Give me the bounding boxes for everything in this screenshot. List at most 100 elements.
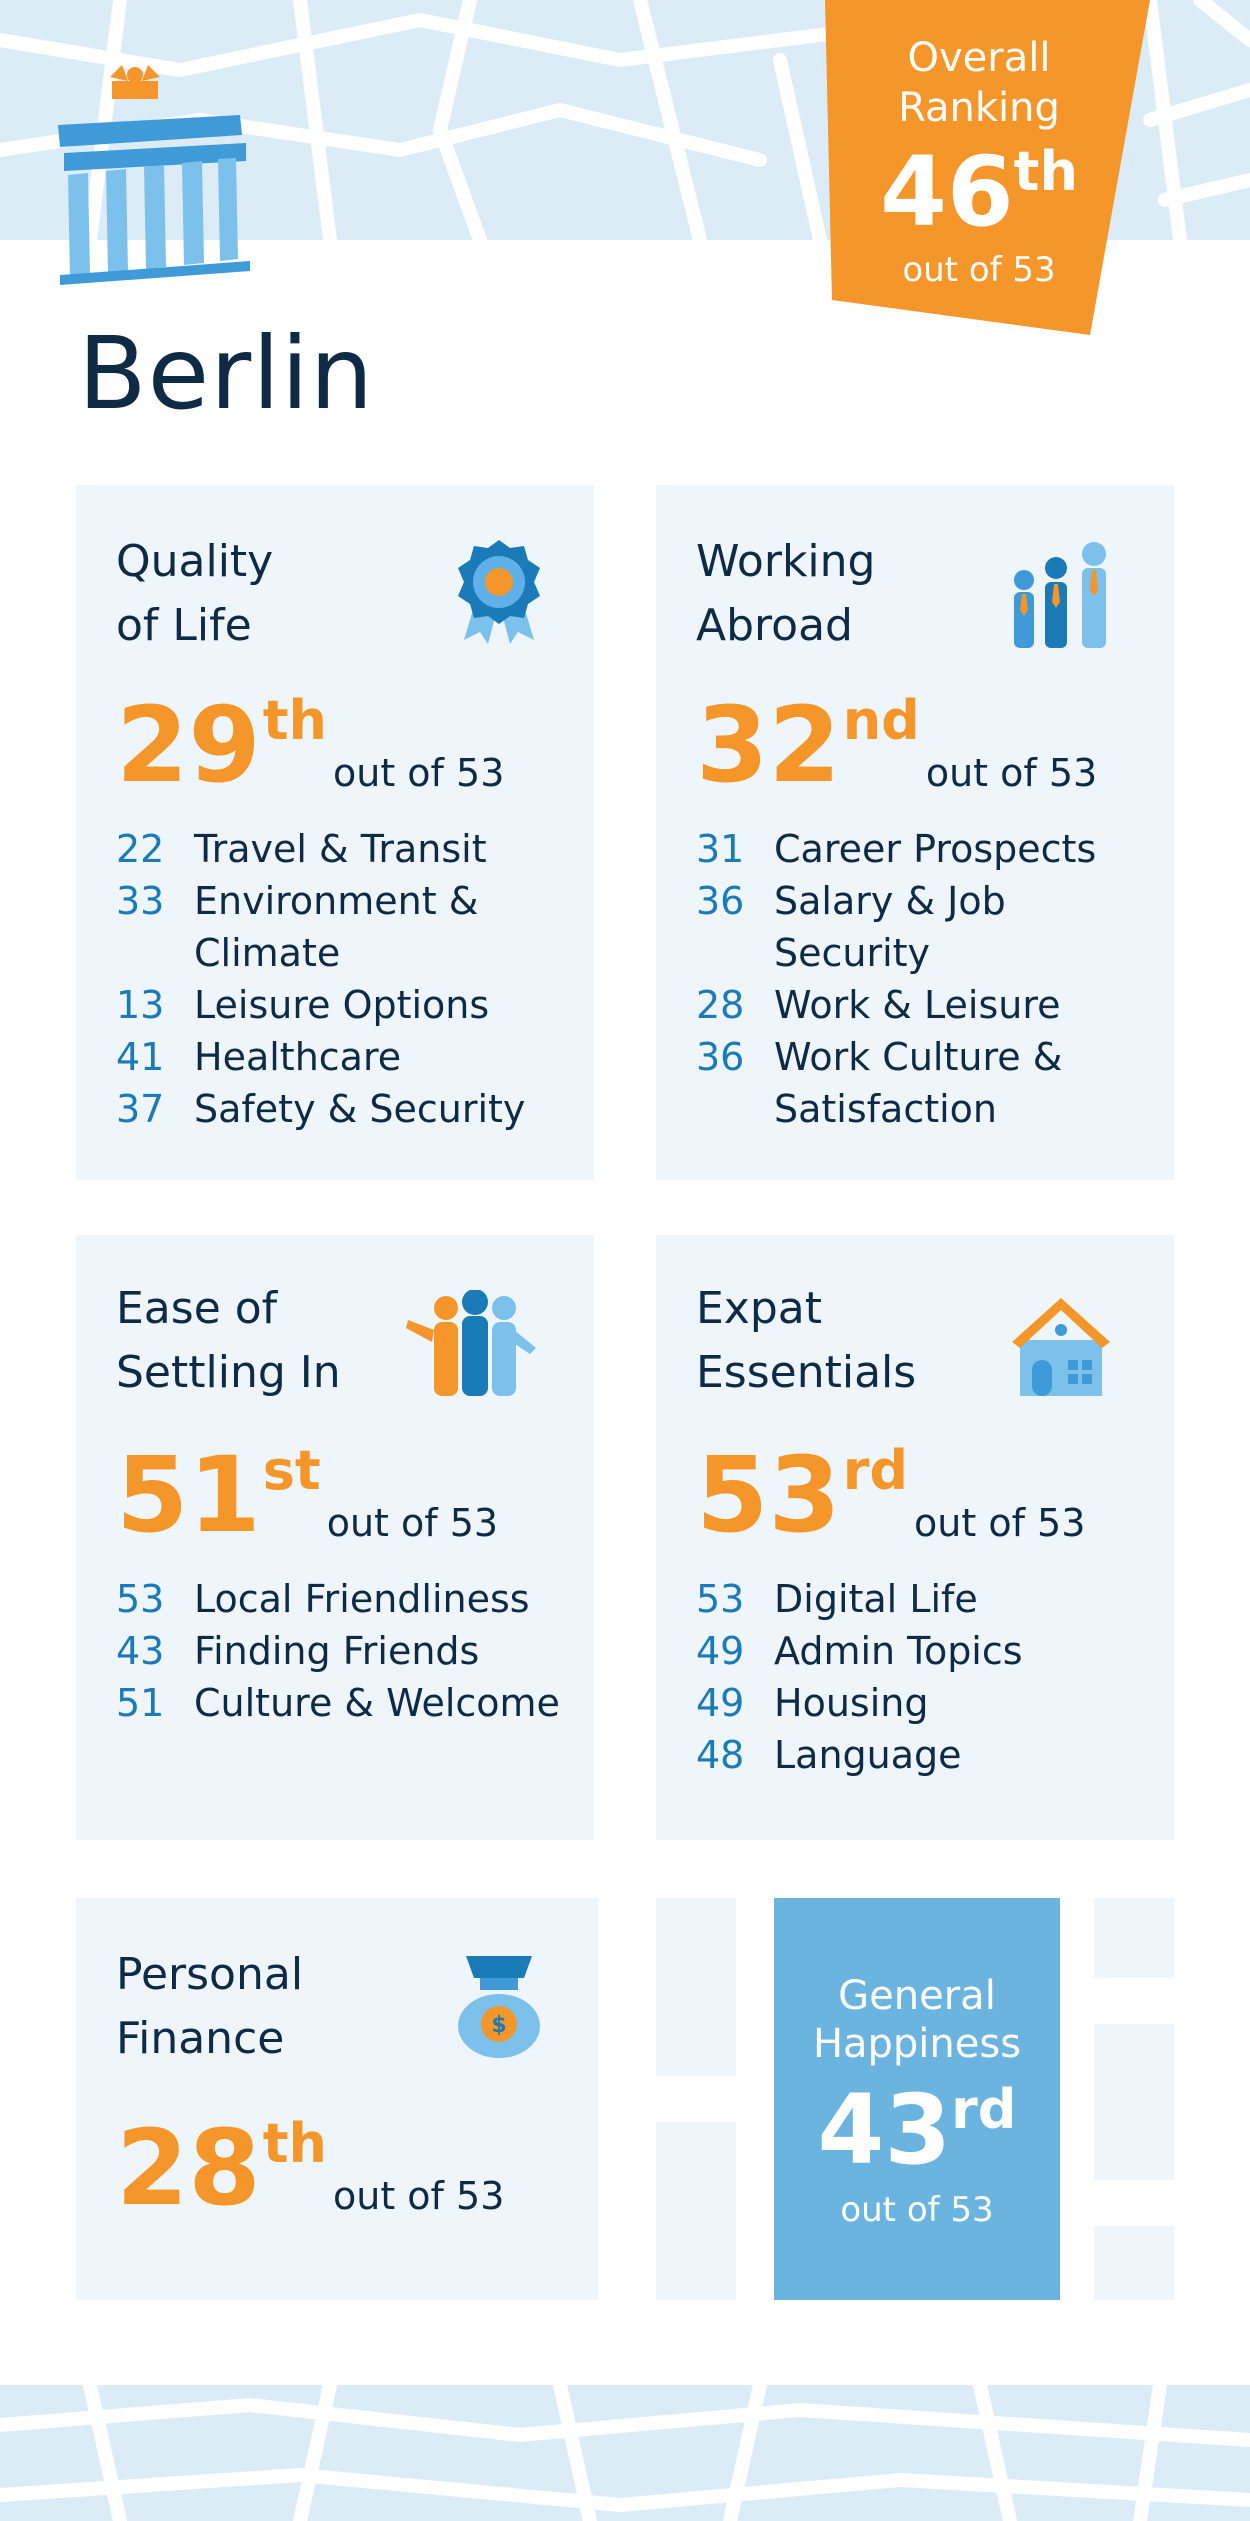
subcategory-list: 22 Travel & Transit 33 Environment & Clima… bbox=[116, 823, 576, 1135]
happiness-label-line2: Happiness bbox=[812, 2021, 1022, 2067]
business-people-icon bbox=[1006, 540, 1126, 654]
card-title: Working Abroad bbox=[696, 530, 875, 658]
map-block bbox=[1094, 2226, 1174, 2300]
item-label: Admin Topics bbox=[774, 1629, 1023, 1673]
rank-number: 29 bbox=[116, 684, 261, 806]
happiness-rank: 43rd bbox=[774, 2080, 1060, 2181]
item-label: Salary & Job Security bbox=[774, 879, 1006, 975]
item-label: Finding Friends bbox=[194, 1629, 480, 1673]
rank-out-of: out of 53 bbox=[333, 751, 505, 795]
card-title-line1: Personal bbox=[116, 1949, 304, 2000]
overall-out-of: out of 53 bbox=[902, 250, 1056, 290]
list-item: 36 Work Culture & Satisfaction bbox=[696, 1031, 1156, 1135]
item-label: Digital Life bbox=[774, 1577, 978, 1621]
card-title-line2: of Life bbox=[116, 600, 252, 651]
map-block bbox=[656, 1898, 736, 2076]
card-expat-essentials: Expat Essentials 53 rd out of 53 53 Digit… bbox=[656, 1235, 1174, 1840]
rank-out-of: out of 53 bbox=[326, 1501, 499, 1545]
card-title-line1: Quality bbox=[116, 536, 274, 587]
rank-number: 32 bbox=[696, 684, 841, 806]
list-item: 49 Housing bbox=[696, 1677, 1156, 1729]
street-map-bottom-icon bbox=[0, 2385, 1250, 2521]
item-rank: 43 bbox=[116, 1629, 165, 1673]
subcategory-list: 53 Digital Life 49 Admin Topics 49 Housing … bbox=[696, 1573, 1156, 1781]
rank-row: 29 th out of 53 bbox=[116, 684, 505, 806]
item-label: Work Culture & Satisfaction bbox=[774, 1035, 1063, 1131]
card-title-line2: Essentials bbox=[696, 1347, 917, 1398]
overall-label-line1: Overall bbox=[907, 35, 1051, 81]
card-personal-finance: Personal Finance $ 28 th out of 53 bbox=[76, 1898, 598, 2300]
happiness-label-line1: General bbox=[838, 1973, 996, 2019]
list-item: 48 Language bbox=[696, 1729, 1156, 1781]
brandenburg-gate-icon bbox=[50, 65, 260, 285]
list-item: 43 Finding Friends bbox=[116, 1625, 586, 1677]
item-rank: 33 bbox=[116, 879, 165, 923]
svg-text:$: $ bbox=[491, 2013, 506, 2038]
item-rank: 51 bbox=[116, 1681, 165, 1725]
list-item: 41 Healthcare bbox=[116, 1031, 576, 1083]
subcategory-list: 31 Career Prospects 36 Salary & Job Securi… bbox=[696, 823, 1156, 1135]
rank-suffix: st bbox=[262, 1439, 321, 1502]
item-rank: 41 bbox=[116, 1035, 165, 1079]
rank-row: 53 rd out of 53 bbox=[696, 1434, 1085, 1556]
map-background-bottom bbox=[0, 2385, 1250, 2521]
item-rank: 13 bbox=[116, 983, 165, 1027]
card-title: Expat Essentials bbox=[696, 1277, 916, 1405]
card-title-line2: Settling In bbox=[116, 1347, 341, 1398]
card-title-line1: Working bbox=[696, 536, 876, 587]
card-title: Personal Finance bbox=[116, 1943, 303, 2071]
rank-suffix: nd bbox=[842, 689, 920, 752]
award-ribbon-icon bbox=[454, 540, 544, 649]
list-item: 22 Travel & Transit bbox=[116, 823, 576, 875]
card-title-line1: Expat bbox=[696, 1283, 822, 1334]
rank-out-of: out of 53 bbox=[925, 751, 1098, 795]
item-label: Career Prospects bbox=[774, 827, 1097, 871]
friends-group-icon bbox=[406, 1289, 546, 1404]
general-happiness-panel: General Happiness 43rd out of 53 bbox=[774, 1898, 1060, 2300]
overall-rank-number: 46 bbox=[880, 136, 1014, 248]
rank-out-of: out of 53 bbox=[333, 2174, 505, 2218]
item-rank: 36 bbox=[696, 879, 745, 923]
item-rank: 28 bbox=[696, 983, 745, 1027]
card-title-line2: Abroad bbox=[696, 600, 853, 651]
card-title: Quality of Life bbox=[116, 530, 273, 658]
item-rank: 22 bbox=[116, 827, 165, 871]
rank-suffix: th bbox=[262, 2112, 327, 2175]
item-label: Safety & Security bbox=[194, 1087, 526, 1131]
overall-ranking-badge: Overall Ranking 46th out of 53 bbox=[820, 0, 1150, 340]
list-item: 28 Work & Leisure bbox=[696, 979, 1156, 1031]
rank-row: 51 st out of 53 bbox=[116, 1434, 499, 1556]
item-label: Work & Leisure bbox=[774, 983, 1061, 1027]
map-block bbox=[1094, 2024, 1174, 2180]
item-label: Environment & Climate bbox=[194, 879, 479, 975]
list-item: 31 Career Prospects bbox=[696, 823, 1156, 875]
card-ease-of-settling-in: Ease of Settling In 51 st out of 53 53 Lo… bbox=[76, 1235, 594, 1840]
card-title: Ease of Settling In bbox=[116, 1277, 341, 1405]
item-label: Language bbox=[774, 1733, 962, 1777]
list-item: 53 Digital Life bbox=[696, 1573, 1156, 1625]
list-item: 53 Local Friendliness bbox=[116, 1573, 586, 1625]
list-item: 36 Salary & Job Security bbox=[696, 875, 1156, 979]
rank-number: 28 bbox=[116, 2107, 261, 2229]
item-label: Local Friendliness bbox=[194, 1577, 530, 1621]
overall-rank-suffix: th bbox=[1013, 140, 1078, 203]
rank-number: 53 bbox=[696, 1434, 841, 1556]
map-block bbox=[656, 2122, 736, 2300]
item-rank: 53 bbox=[116, 1577, 165, 1621]
happiness-out-of: out of 53 bbox=[840, 2190, 994, 2230]
overall-label-line2: Ranking bbox=[898, 85, 1060, 131]
card-title-line2: Finance bbox=[116, 2013, 285, 2064]
item-label: Housing bbox=[774, 1681, 929, 1725]
card-title-line1: Ease of bbox=[116, 1283, 278, 1334]
money-bag-icon: $ bbox=[454, 1956, 544, 2065]
item-label: Leisure Options bbox=[194, 983, 490, 1027]
card-working-abroad: Working Abroad 32 nd out of 53 31 Career … bbox=[656, 485, 1174, 1180]
item-rank: 48 bbox=[696, 1733, 745, 1777]
card-quality-of-life: Quality of Life 29 th out of 53 22 Travel… bbox=[76, 485, 594, 1180]
item-rank: 49 bbox=[696, 1629, 745, 1673]
rank-number: 51 bbox=[116, 1434, 261, 1556]
list-item: 13 Leisure Options bbox=[116, 979, 576, 1031]
map-block bbox=[1094, 1898, 1174, 1978]
rank-suffix: rd bbox=[842, 1439, 909, 1502]
happiness-rank-number: 43 bbox=[817, 2074, 952, 2186]
